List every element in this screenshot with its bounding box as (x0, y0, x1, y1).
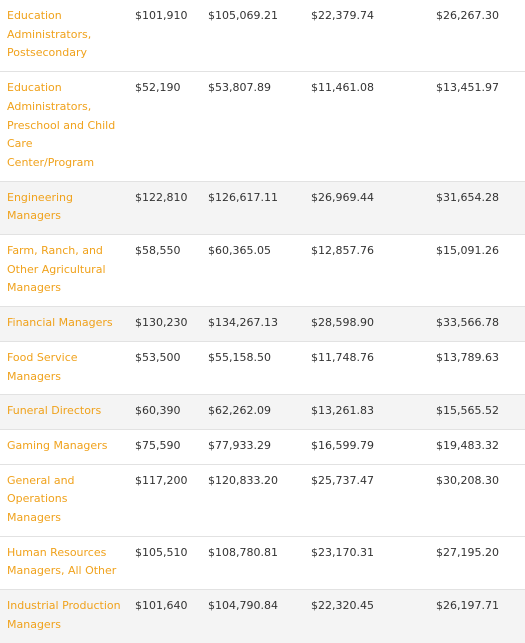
occupation-cell: Gaming Managers (0, 428, 127, 465)
table-row: Food Service Managers $53,500 $55,158.50 $1… (0, 340, 525, 395)
table-row: Industrial Production Managers $101,640 $1… (0, 589, 525, 643)
value-cell-2: $104,790.84 (186, 589, 285, 643)
value-cell-1: $75,590 (127, 428, 186, 465)
occupation-cell: Farm, Ranch, and Other Agricultural Mana… (0, 234, 127, 307)
value-cell-2: $134,267.13 (186, 306, 285, 342)
value-cell-3: $22,379.74 (311, 9, 374, 22)
value-cell-4: $15,091.26 (405, 234, 525, 307)
occupation-cell: General and Operations Managers (0, 463, 127, 537)
value-cell-4: $13,789.63 (405, 340, 525, 395)
value-cell-2: $55,158.50 (186, 340, 285, 395)
occupation-link[interactable]: Financial Managers (7, 316, 113, 330)
occupation-cell: Financial Managers (0, 306, 127, 342)
value-cell-2: $126,617.11 (186, 180, 285, 235)
value-cell-2: $77,933.29 (186, 428, 285, 465)
value-cell-4: $26,267.30 (436, 9, 499, 22)
value-cell-3: $12,857.76 (285, 234, 405, 307)
value-cell-4: $33,566.78 (405, 306, 525, 342)
value-cell-2: $108,780.81 (186, 535, 285, 590)
value-cell-2: $105,069.21 (208, 9, 278, 22)
value-cell-1: $105,510 (127, 535, 188, 590)
value-cell-4: $15,565.52 (405, 394, 525, 430)
value-cell-4: $30,208.30 (405, 463, 525, 537)
table-row: Education Administrators, Postsecondary $… (0, 0, 525, 72)
table-row: Farm, Ranch, and Other Agricultural Mana… (0, 234, 525, 307)
value-cell-1: $117,200 (127, 463, 188, 537)
occupation-link[interactable]: Farm, Ranch, and Other Agricultural Mana… (7, 244, 106, 295)
occupation-cell: Engineering Managers (0, 180, 127, 235)
value-cell-2: $120,833.20 (186, 463, 285, 537)
value-cell-3: $23,170.31 (285, 535, 405, 590)
value-cell-1: $58,550 (127, 234, 186, 307)
table-row: General and Operations Managers $117,200 $… (0, 463, 525, 537)
value-cell-3: $22,320.45 (285, 589, 405, 643)
occupation-cell: Food Service Managers (0, 340, 127, 395)
value-cell-4: $19,483.32 (405, 428, 525, 465)
occupation-cell: Human Resources Managers, All Other (0, 535, 127, 590)
value-cell-4: $31,654.28 (405, 180, 525, 235)
value-cell-1: $60,390 (127, 394, 186, 430)
occupation-cell: Education Administrators, Postsecondary (0, 0, 127, 72)
value-cell-3: $13,261.83 (285, 394, 405, 430)
occupation-link[interactable]: Human Resources Managers, All Other (7, 545, 117, 578)
value-cell-4: $13,451.97 (405, 71, 525, 182)
value-cell-4: $26,197.71 (405, 589, 525, 643)
value-cell-4: $27,195.20 (405, 535, 525, 590)
table-row: Financial Managers $130,230 $134,267.13 $28… (0, 306, 525, 342)
occupation-link[interactable]: Education Administrators, Postsecondary (7, 9, 92, 60)
occupation-cell: Education Administrators, Preschool and … (0, 71, 127, 182)
occupation-link[interactable]: Food Service Managers (7, 350, 78, 383)
value-cell-3: $16,599.79 (285, 428, 405, 465)
table-row: Education Administrators, Preschool and … (0, 71, 525, 182)
value-cell-3: $25,737.47 (285, 463, 405, 537)
table-row: Human Resources Managers, All Other $105,… (0, 535, 525, 590)
table-row: Engineering Managers $122,810 $126,617.11 $… (0, 180, 525, 235)
value-cell-1: $101,910 (135, 9, 188, 22)
occupation-cell: Funeral Directors (0, 394, 127, 430)
table-row: Gaming Managers $75,590 $77,933.29 $16,599.… (0, 428, 525, 465)
value-cell-2: $62,262.09 (186, 394, 285, 430)
value-cell-2: $53,807.89 (186, 71, 285, 182)
value-cell-2: $60,365.05 (186, 234, 285, 307)
value-cell-1: $130,230 (127, 306, 188, 342)
occupation-link[interactable]: Gaming Managers (7, 438, 108, 452)
value-cell-1: $122,810 (127, 180, 188, 235)
value-cell-3: $28,598.90 (285, 306, 405, 342)
value-cell-1: $52,190 (127, 71, 186, 182)
occupation-link[interactable]: Education Administrators, Preschool and … (7, 81, 116, 169)
occupation-link[interactable]: Funeral Directors (7, 404, 102, 418)
value-cell-3: $11,461.08 (285, 71, 405, 182)
occupation-cell: Industrial Production Managers (0, 589, 127, 643)
occupation-link[interactable]: Engineering Managers (7, 190, 73, 223)
table-row: Funeral Directors $60,390 $62,262.09 $13,26… (0, 394, 525, 430)
value-cell-1: $53,500 (127, 340, 186, 395)
value-cell-1: $101,640 (127, 589, 188, 643)
value-cell-3: $26,969.44 (285, 180, 405, 235)
value-cell-3: $11,748.76 (285, 340, 405, 395)
occupation-link[interactable]: General and Operations Managers (7, 473, 75, 525)
occupation-link[interactable]: Industrial Production Managers (7, 599, 121, 631)
